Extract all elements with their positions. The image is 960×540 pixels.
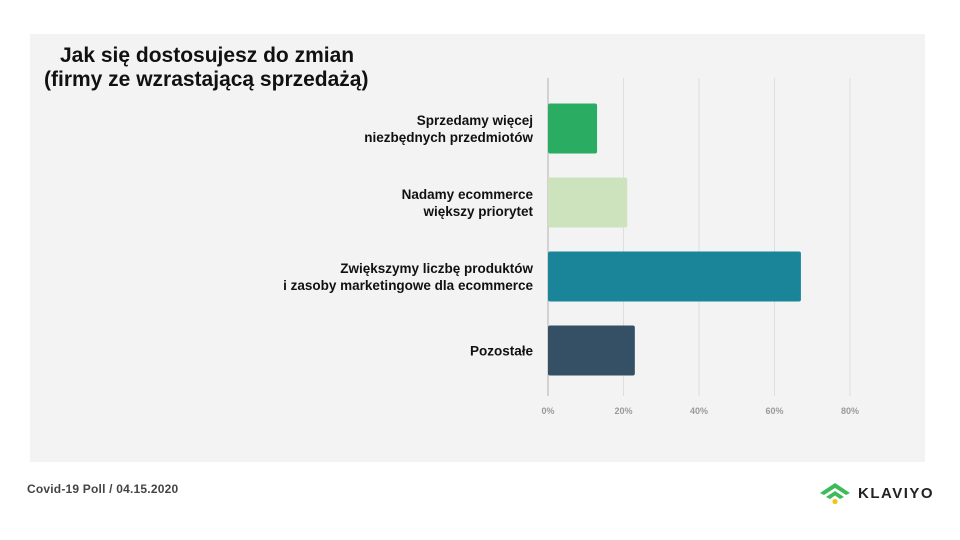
category-labels: Sprzedamy więcej niezbędnych przedmiotów N…	[283, 113, 533, 359]
category-label: Pozostałe	[470, 344, 534, 359]
x-tick-labels: 0% 20% 40% 60% 80%	[541, 406, 859, 416]
klaviyo-signal-icon	[820, 483, 850, 505]
x-tick-label: 80%	[841, 406, 859, 416]
chart-panel	[30, 34, 925, 462]
bar	[548, 177, 628, 228]
footer-separator: /	[109, 482, 113, 496]
category-label: Nadamy ecommerce większy priorytet	[402, 187, 534, 219]
poll-date: 04.15.2020	[116, 482, 179, 496]
chart-title: Jak się dostosujesz do zmian (firmy ze w…	[44, 44, 368, 92]
bar	[548, 103, 598, 154]
klaviyo-logo: KLAVIYO	[818, 481, 934, 505]
chart-title-line-2: (firmy ze wzrastającą sprzedażą)	[44, 68, 369, 91]
x-tick-label: 0%	[541, 406, 554, 416]
poll-name: Covid-19 Poll	[27, 482, 106, 496]
bars	[548, 103, 801, 376]
bar	[548, 251, 801, 302]
chart-title-line-1: Jak się dostosujesz do zmian	[60, 44, 355, 67]
category-label: Zwiększymy liczbę produktów i zasoby mark…	[283, 261, 533, 293]
x-tick-label: 20%	[614, 406, 632, 416]
x-tick-label: 60%	[765, 406, 783, 416]
x-tick-label: 40%	[690, 406, 708, 416]
bar	[548, 325, 635, 376]
category-label: Sprzedamy więcej niezbędnych przedmiotów	[364, 113, 533, 145]
footer-caption: Covid-19 Poll / 04.15.2020	[27, 482, 178, 496]
brand-name: KLAVIYO	[858, 484, 935, 502]
